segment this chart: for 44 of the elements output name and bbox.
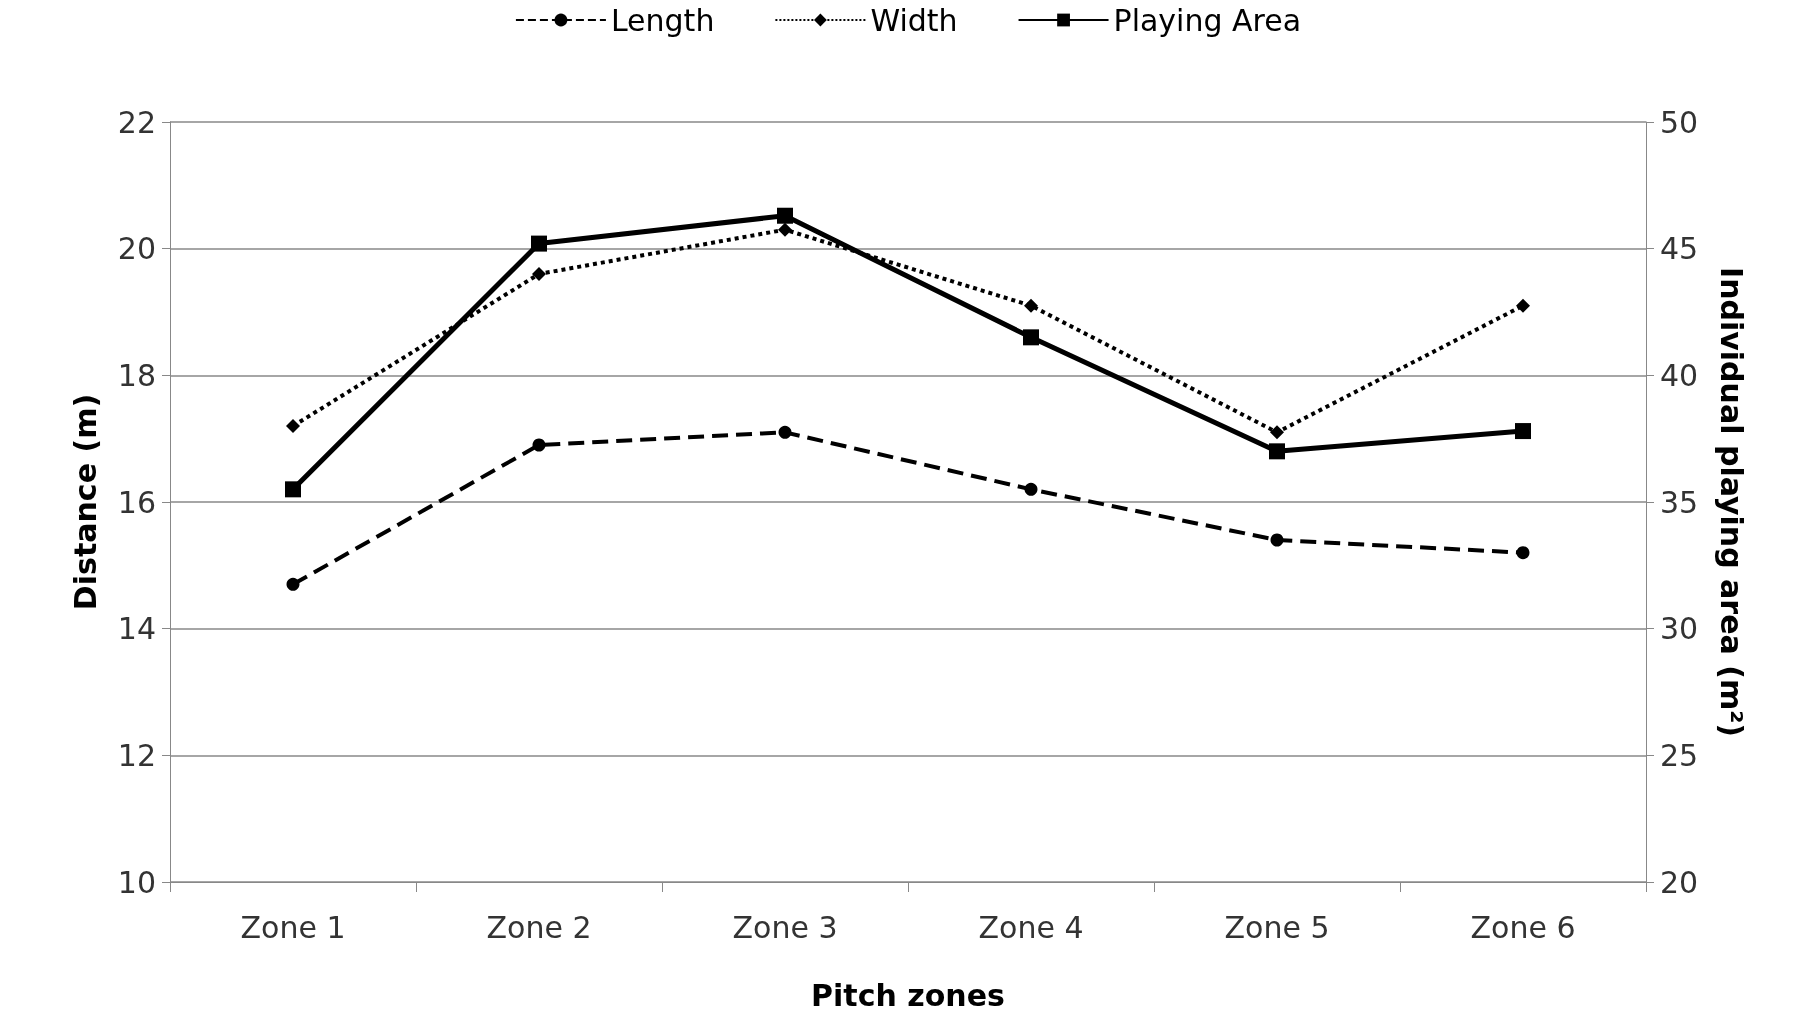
y-tick-label: 16 [117,484,156,520]
point [286,419,300,433]
x-tick-label: Zone 4 [978,909,1084,945]
x-tick-label: Zone 5 [1224,909,1330,945]
point [285,481,301,498]
y-tick-label: 12 [117,737,156,773]
point [778,222,792,237]
point [1269,443,1285,460]
point [1516,546,1530,560]
point [531,235,547,252]
y2-tick-label: 25 [1660,737,1699,773]
y-tick-label: 14 [117,611,156,647]
y2-tick-label: 30 [1660,611,1699,647]
y-tick-label: 20 [117,231,156,267]
y-axis-title: Distance (m) [67,393,103,611]
legend-label: Width [870,2,958,38]
x-axis-title: Pitch zones [811,977,1005,1013]
point [1024,298,1038,313]
point [1515,423,1531,440]
point [777,207,793,224]
point [1516,298,1530,313]
y2-tick-label: 20 [1660,864,1699,900]
x-tick-label: Zone 6 [1470,909,1576,945]
point [1024,482,1038,496]
y2-tick-label: 50 [1660,104,1699,140]
y2-tick-label: 45 [1660,231,1699,267]
point [1270,533,1284,547]
point [1270,425,1284,440]
y2-axis-title: Individual playing area (m²) [1713,266,1749,738]
point [1023,329,1039,346]
y2-tick-label: 40 [1660,357,1699,393]
y2-tick-label: 35 [1660,484,1699,520]
y-tick-label: 18 [117,357,156,393]
legend-label: Length [610,2,715,38]
point [286,577,300,591]
point [532,438,546,452]
y-tick-label: 22 [117,104,156,140]
y-tick-label: 10 [117,864,156,900]
point [532,267,546,281]
point [778,425,792,439]
x-tick-label: Zone 2 [486,909,592,945]
x-tick-label: Zone 1 [240,909,346,945]
x-tick-label: Zone 3 [732,909,838,945]
legend-label: Playing Area [1113,2,1302,38]
